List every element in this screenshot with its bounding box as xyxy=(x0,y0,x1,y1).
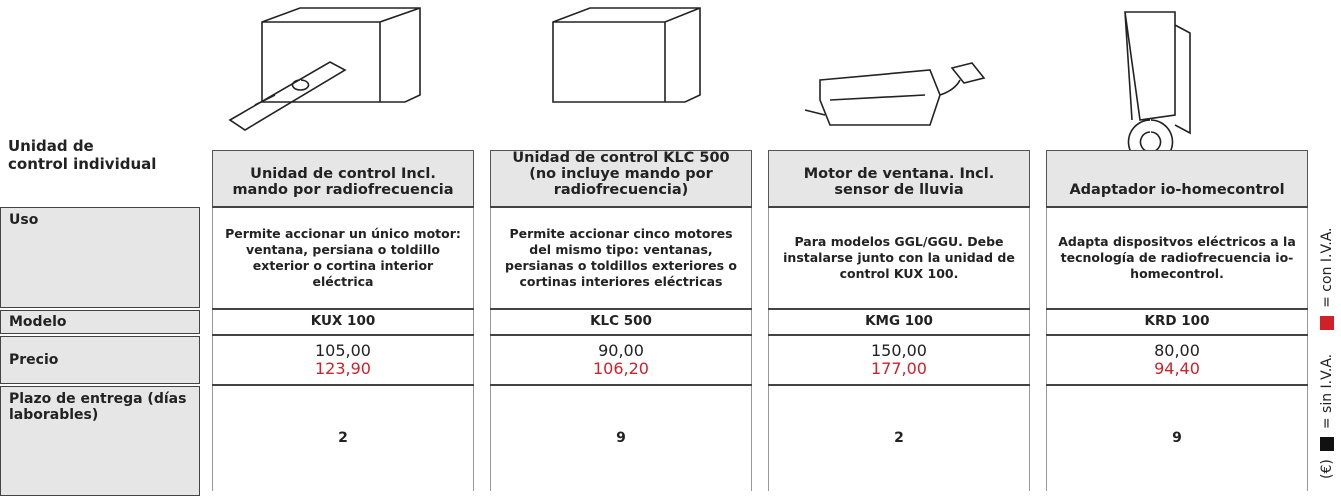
delivery-days: 2 xyxy=(212,386,474,491)
rule xyxy=(1046,308,1308,310)
legend-gross: = con I.V.A. xyxy=(1319,227,1335,308)
price-gross: 94,40 xyxy=(1154,359,1200,378)
model: KUX 100 xyxy=(212,310,474,334)
legend: (€) = sin I.V.A. = con I.V.A. xyxy=(1312,140,1340,491)
rule xyxy=(1046,206,1308,208)
legend-row: (€) = sin I.V.A. = con I.V.A. xyxy=(1315,149,1339,479)
rule xyxy=(212,334,474,336)
column-title: Motor de ventana. Incl. sensor de lluvia xyxy=(768,150,1030,206)
usage-text: Permite accionar un único motor: ventana… xyxy=(212,208,474,308)
usage-text: Adapta dispositvos eléctricos a la tecno… xyxy=(1046,208,1308,308)
delivery-days: 2 xyxy=(768,386,1030,491)
price-cell: 105,00 123,90 xyxy=(212,336,474,384)
rule xyxy=(768,334,1030,336)
legend-currency: (€) xyxy=(1319,459,1335,479)
model: KMG 100 xyxy=(768,310,1030,334)
rule xyxy=(490,384,752,386)
price-net: 80,00 xyxy=(1154,340,1200,360)
model: KLC 500 xyxy=(490,310,752,334)
rule xyxy=(490,308,752,310)
delivery-days: 9 xyxy=(490,386,752,491)
rule xyxy=(768,384,1030,386)
usage-text: Permite accionar cinco motores del mismo… xyxy=(490,208,752,308)
price-net: 105,00 xyxy=(315,340,371,360)
rule xyxy=(490,334,752,336)
delivery-days: 9 xyxy=(1046,386,1308,491)
price-cell: 150,00 177,00 xyxy=(768,336,1030,384)
price-gross: 123,90 xyxy=(315,359,371,378)
product-images xyxy=(228,7,1191,152)
legend-swatch xyxy=(1320,315,1334,330)
rule xyxy=(212,308,474,310)
column-title: Unidad de control KLC 500 (no incluye ma… xyxy=(490,150,752,206)
rule xyxy=(212,384,474,386)
row-label: Plazo de entrega (días laborables) xyxy=(0,386,200,496)
row-label: Precio xyxy=(0,336,200,384)
usage-text: Para modelos GGL/GGU. Debe instalarse ju… xyxy=(768,208,1030,308)
legend-net: = sin I.V.A. xyxy=(1319,353,1335,430)
price-gross: 106,20 xyxy=(593,359,649,378)
column-title: Unidad de control Incl. mando por radiof… xyxy=(212,150,474,206)
rule xyxy=(212,206,474,208)
rule xyxy=(768,206,1030,208)
price-cell: 80,00 94,40 xyxy=(1046,336,1308,384)
price-cell: 90,00 106,20 xyxy=(490,336,752,384)
price-net: 150,00 xyxy=(871,340,927,360)
rule xyxy=(1046,384,1308,386)
row-label: Modelo xyxy=(0,310,200,334)
rule xyxy=(1046,334,1308,336)
rule xyxy=(490,206,752,208)
model: KRD 100 xyxy=(1046,310,1308,334)
price-net: 90,00 xyxy=(598,340,644,360)
corner-label: Unidad de control individual xyxy=(8,137,157,173)
price-gross: 177,00 xyxy=(871,359,927,378)
rule xyxy=(768,308,1030,310)
column-title: Adaptador io-homecontrol xyxy=(1046,150,1308,206)
legend-swatch xyxy=(1320,437,1334,452)
row-label: Uso xyxy=(0,207,200,308)
